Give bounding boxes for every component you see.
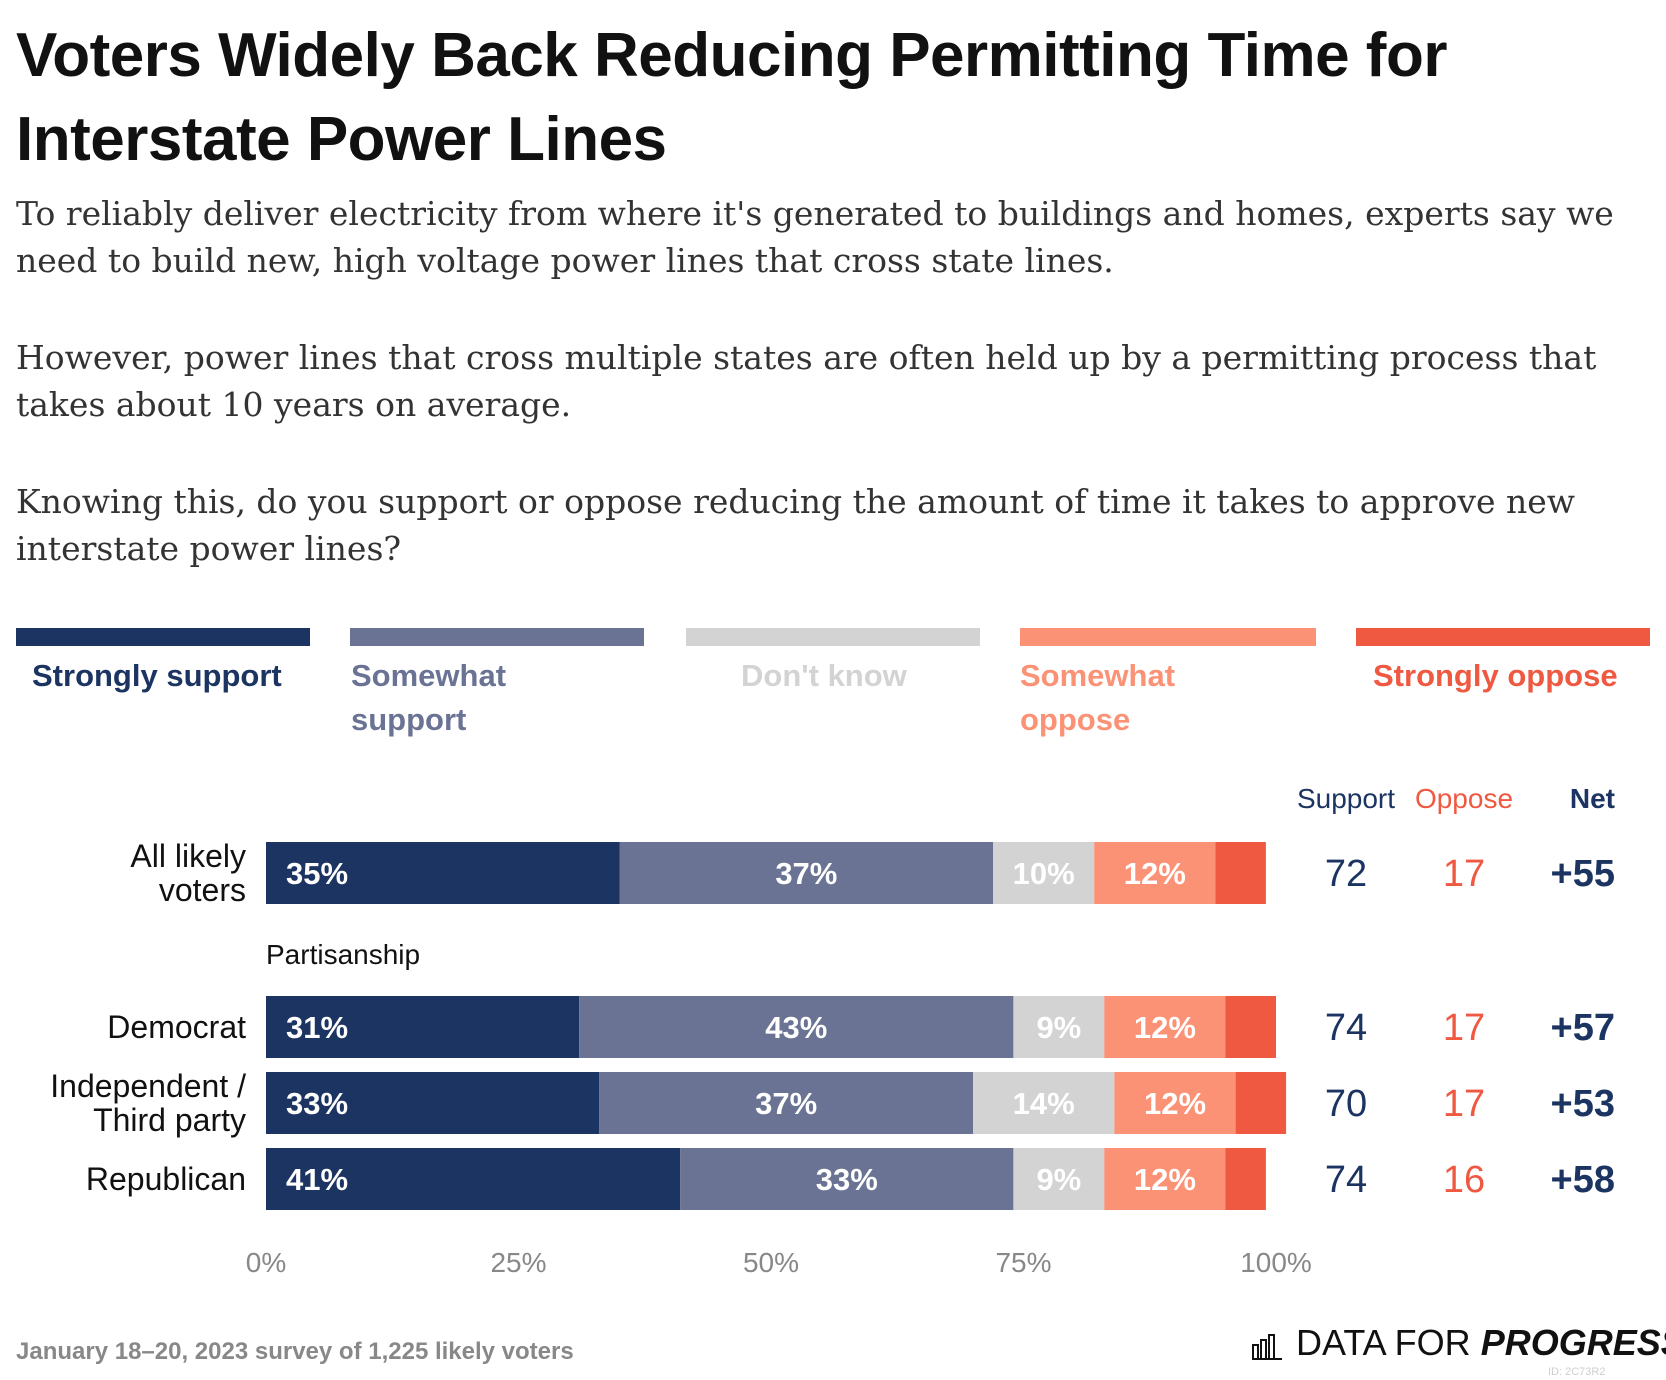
group-label: Partisanship — [266, 939, 420, 970]
row-label: Third party — [93, 1102, 246, 1138]
bar-segment — [266, 1072, 600, 1134]
legend-label-somewhat-oppose: Somewhat oppose — [1020, 658, 1176, 737]
data-label: 33% — [816, 1162, 878, 1197]
legend-label-strongly-oppose: Strongly oppose — [1373, 658, 1618, 693]
support-value: 74 — [1325, 1159, 1367, 1201]
data-label: 12% — [1134, 1010, 1196, 1045]
column-header-net: Net — [1570, 783, 1615, 814]
bar-segment — [579, 996, 1014, 1058]
bar-segment — [680, 1148, 1014, 1210]
legend-swatch-somewhat-oppose — [1020, 628, 1316, 646]
row-label: All likely — [130, 838, 246, 874]
brand-logo: DATA FOR PROGRESS — [1296, 1322, 1666, 1364]
bar-chart-logo-icon — [1252, 1334, 1282, 1360]
x-tick-label: 100% — [1240, 1247, 1312, 1278]
data-label: 9% — [1036, 1162, 1081, 1197]
row-label: voters — [159, 872, 246, 908]
data-label: 9% — [1036, 1010, 1081, 1045]
bar-segment — [1013, 1148, 1105, 1210]
data-label: 14% — [1013, 1086, 1075, 1121]
bar-segment — [1104, 1148, 1226, 1210]
x-tick-label: 50% — [743, 1247, 799, 1278]
data-label: 31% — [286, 1010, 348, 1045]
legend-swatch-somewhat-support — [350, 628, 644, 646]
data-label: 35% — [286, 856, 348, 891]
bar-segment — [1225, 1148, 1266, 1210]
net-value: +55 — [1551, 853, 1615, 895]
id-tag: ID: 2C73R2 — [1548, 1366, 1606, 1378]
bar-segment — [1114, 1072, 1236, 1134]
legend-swatch-dont-know — [686, 628, 980, 646]
legend-swatch-strongly-oppose — [1356, 628, 1650, 646]
legend-label-strongly-support: Strongly support — [32, 658, 282, 693]
bar-segment — [266, 996, 580, 1058]
row-label: Democrat — [107, 1009, 246, 1045]
data-label: 41% — [286, 1162, 348, 1197]
survey-footnote: January 18–20, 2023 survey of 1,225 like… — [16, 1338, 574, 1365]
data-label: 43% — [765, 1010, 827, 1045]
data-label: 37% — [775, 856, 837, 891]
bar-segment — [1104, 996, 1226, 1058]
brand-logo-plain: DATA FOR — [1296, 1322, 1481, 1363]
net-value: +53 — [1551, 1083, 1615, 1125]
bar-segment — [1215, 842, 1266, 904]
column-header-oppose: Oppose — [1415, 783, 1513, 814]
column-header-support: Support — [1297, 783, 1395, 814]
data-label: 10% — [1013, 856, 1075, 891]
x-tick-label: 25% — [490, 1247, 546, 1278]
bar-segment — [619, 842, 994, 904]
data-label: 37% — [755, 1086, 817, 1121]
brand-logo-bold: PROGRESS — [1480, 1322, 1666, 1363]
bar-segment — [993, 842, 1095, 904]
bar-segment — [599, 1072, 973, 1134]
x-tick-label: 0% — [246, 1247, 286, 1278]
bar-segment — [1235, 1072, 1287, 1134]
x-tick-label: 75% — [995, 1247, 1051, 1278]
legend-label-dont-know: Don't know — [741, 658, 907, 693]
data-label: 12% — [1124, 856, 1186, 891]
support-value: 72 — [1325, 853, 1367, 895]
oppose-value: 17 — [1443, 853, 1485, 895]
bar-segment — [1013, 996, 1105, 1058]
support-value: 74 — [1325, 1007, 1367, 1049]
legend-swatch-strongly-support — [16, 628, 310, 646]
bar-segment — [973, 1072, 1115, 1134]
data-label: 12% — [1144, 1086, 1206, 1121]
bar-segment — [266, 842, 620, 904]
data-label: 33% — [286, 1086, 348, 1121]
oppose-value: 17 — [1443, 1083, 1485, 1125]
chart-title: Voters Widely Back Reducing Permitting T… — [16, 21, 1447, 174]
data-label: 12% — [1134, 1162, 1196, 1197]
oppose-value: 17 — [1443, 1007, 1485, 1049]
row-label: Independent / — [50, 1068, 246, 1104]
net-value: +57 — [1551, 1007, 1615, 1049]
subtitle-paragraph-3: Knowing this, do you support or oppose r… — [16, 482, 1576, 568]
bar-segment — [1225, 996, 1276, 1058]
bar-segment — [266, 1148, 681, 1210]
legend-label-somewhat-support: Somewhat support — [351, 658, 507, 737]
row-label: Republican — [86, 1161, 246, 1197]
oppose-value: 16 — [1443, 1159, 1485, 1201]
subtitle-paragraph-1: To reliably deliver electricity from whe… — [16, 194, 1614, 280]
subtitle-paragraph-2: However, power lines that cross multiple… — [16, 338, 1597, 424]
net-value: +58 — [1551, 1159, 1615, 1201]
support-value: 70 — [1325, 1083, 1367, 1125]
bar-segment — [1094, 842, 1216, 904]
